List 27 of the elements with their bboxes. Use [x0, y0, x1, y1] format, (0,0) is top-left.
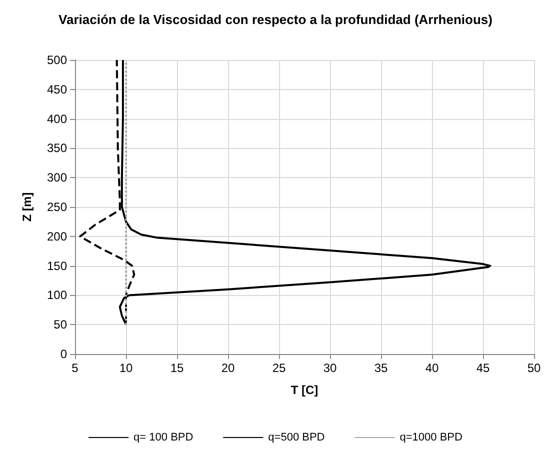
y-tick-label: 400: [46, 112, 68, 126]
y-axis-title: Z [m]: [20, 192, 34, 222]
x-tick-label: 5: [72, 361, 79, 375]
x-tick-label: 20: [221, 361, 235, 375]
x-tick-label: 10: [119, 361, 133, 375]
x-tick-label: 30: [323, 361, 337, 375]
x-tick-label: 15: [170, 361, 184, 375]
y-tick-label: 300: [46, 170, 68, 185]
x-tick-label: 40: [425, 361, 439, 375]
chart-title: Variación de la Viscosidad con respecto a la profundidad (Arrhenious): [58, 12, 492, 27]
y-tick-label: 50: [54, 318, 68, 332]
x-axis-title: T [C]: [290, 383, 318, 397]
legend-label: q= 100 BPD: [134, 432, 194, 444]
y-tick-label: 350: [46, 141, 68, 156]
legend-label: q=500 BPD: [268, 432, 325, 444]
x-tick-label: 25: [272, 361, 286, 375]
y-tick-label: 250: [46, 200, 68, 214]
y-tick-label: 200: [46, 229, 68, 244]
y-tick-label: 100: [46, 288, 68, 302]
y-tick-label: 0: [60, 347, 68, 361]
x-tick-label: 35: [374, 361, 388, 375]
y-tick-label: 150: [46, 258, 68, 273]
y-tick-label: 500: [46, 53, 68, 67]
y-tick-label: 450: [46, 82, 68, 96]
legend-label: q=1000 BPD: [400, 432, 462, 444]
x-tick-label: 45: [476, 361, 490, 375]
x-tick-label: 50: [527, 361, 541, 375]
